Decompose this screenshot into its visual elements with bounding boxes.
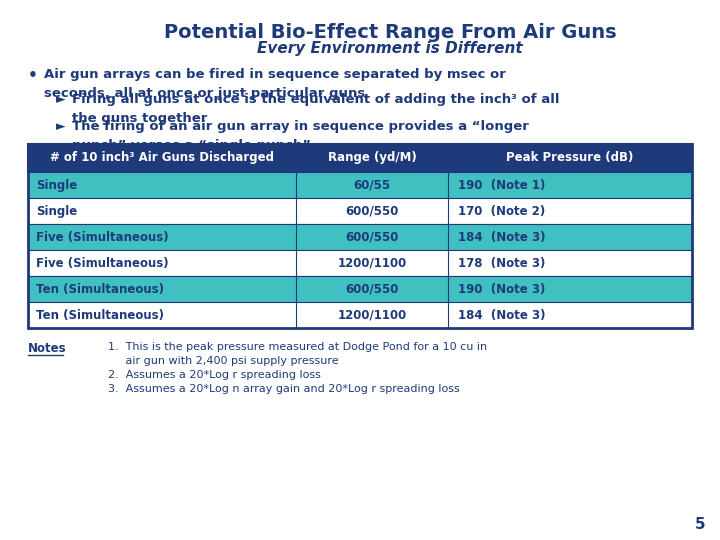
Text: ►: ► [56, 93, 66, 106]
Text: Every Environment is Different: Every Environment is Different [257, 40, 523, 56]
Text: 600/550: 600/550 [346, 231, 399, 244]
Text: 1200/1100: 1200/1100 [338, 256, 407, 269]
Text: 170  (Note 2): 170 (Note 2) [458, 205, 545, 218]
Bar [28, 250, 692, 276]
Bar [28, 172, 692, 198]
Text: 5: 5 [694, 517, 705, 532]
Text: 1200/1100: 1200/1100 [338, 308, 407, 321]
Text: 184  (Note 3): 184 (Note 3) [458, 308, 546, 321]
Text: 1.  This is the peak pressure measured at Dodge Pond for a 10 cu in: 1. This is the peak pressure measured at… [108, 342, 487, 352]
Text: Ten (Simultaneous): Ten (Simultaneous) [36, 308, 164, 321]
Text: 2.  Assumes a 20*Log r spreading loss: 2. Assumes a 20*Log r spreading loss [108, 370, 321, 380]
Text: Five (Simultaneous): Five (Simultaneous) [36, 256, 168, 269]
Bar [28, 198, 692, 224]
Text: Single: Single [36, 179, 77, 192]
Text: Peak Pressure (dB): Peak Pressure (dB) [506, 152, 634, 165]
Text: Single: Single [36, 205, 77, 218]
Text: Potential Bio-Effect Range From Air Guns: Potential Bio-Effect Range From Air Guns [163, 23, 616, 42]
Bar [28, 224, 692, 250]
Bar [28, 144, 692, 328]
Text: The firing of an air gun array in sequence provides a “longer
punch” verses a “s: The firing of an air gun array in sequen… [72, 120, 529, 152]
Text: •: • [28, 68, 38, 83]
Text: 600/550: 600/550 [346, 282, 399, 295]
Text: ►: ► [56, 120, 66, 133]
Text: # of 10 inch³ Air Guns Discharged: # of 10 inch³ Air Guns Discharged [50, 152, 274, 165]
Text: Notes: Notes [28, 342, 67, 355]
Bar [28, 276, 692, 302]
Text: 184  (Note 3): 184 (Note 3) [458, 231, 546, 244]
Text: Range (yd/M): Range (yd/M) [328, 152, 416, 165]
Text: 190  (Note 1): 190 (Note 1) [458, 179, 545, 192]
Text: Five (Simultaneous): Five (Simultaneous) [36, 231, 168, 244]
Text: Firing all guns at once is the equivalent of adding the inch³ of all
the guns to: Firing all guns at once is the equivalen… [72, 93, 559, 125]
Text: Ten (Simultaneous): Ten (Simultaneous) [36, 282, 164, 295]
Bar [28, 144, 692, 172]
Text: 190  (Note 3): 190 (Note 3) [458, 282, 545, 295]
Text: 60/55: 60/55 [354, 179, 390, 192]
Text: 178  (Note 3): 178 (Note 3) [458, 256, 545, 269]
Text: 3.  Assumes a 20*Log n array gain and 20*Log r spreading loss: 3. Assumes a 20*Log n array gain and 20*… [108, 384, 460, 394]
Bar [28, 302, 692, 328]
Text: 600/550: 600/550 [346, 205, 399, 218]
Text: air gun with 2,400 psi supply pressure: air gun with 2,400 psi supply pressure [108, 356, 338, 366]
Text: Air gun arrays can be fired in sequence separated by msec or
seconds, all at onc: Air gun arrays can be fired in sequence … [44, 68, 506, 100]
